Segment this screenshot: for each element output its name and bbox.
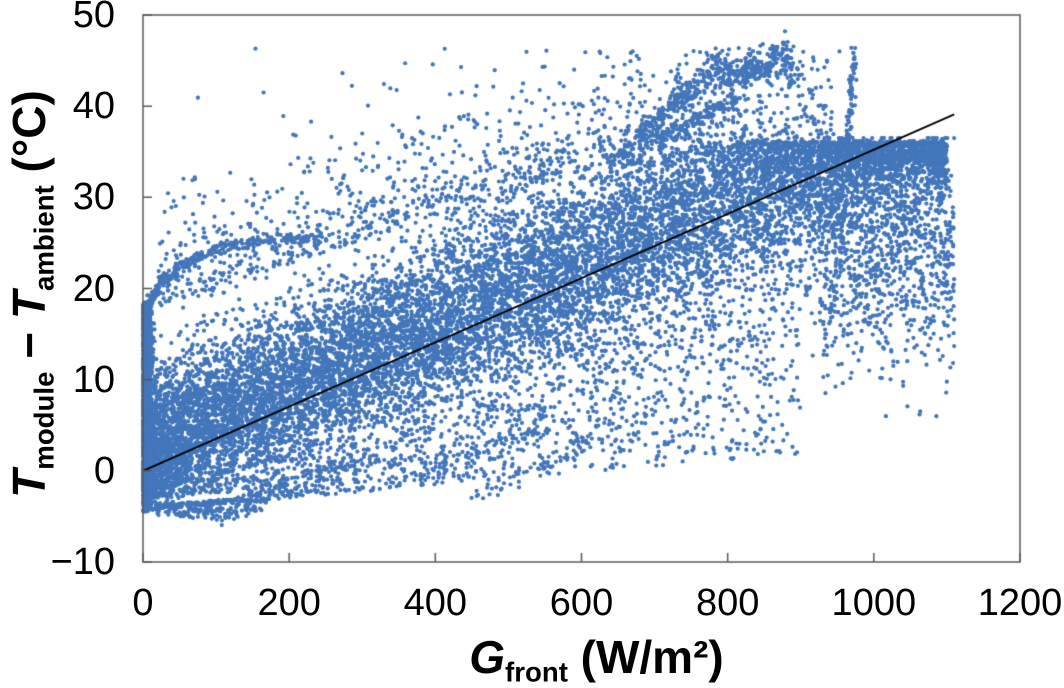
- y-axis-unit: (°C): [3, 89, 56, 185]
- x-axis-subscript: front: [505, 656, 568, 688]
- y-axis-symbol-ambient: T: [3, 290, 56, 319]
- x-tick-label: 1200: [977, 582, 1063, 624]
- x-tick-label: 600: [549, 582, 614, 624]
- y-axis-minus-operator: −: [3, 318, 56, 372]
- y-axis-subscript-ambient: ambient: [28, 184, 60, 291]
- y-tick-label: 30: [72, 176, 115, 219]
- x-axis-title: Gfront (W/m²): [469, 634, 723, 686]
- x-tick-label: 400: [403, 582, 468, 624]
- x-tick-label: 1000: [831, 582, 917, 624]
- y-tick-label: −10: [50, 541, 115, 583]
- y-tick-label: 20: [72, 267, 115, 310]
- y-tick-label: 40: [72, 85, 115, 128]
- y-tick-label: 0: [93, 449, 115, 492]
- x-tick-label: 800: [695, 582, 760, 624]
- x-tick-label: 200: [257, 582, 321, 624]
- y-tick-label: 10: [72, 358, 115, 401]
- y-axis-subscript-module: module: [28, 371, 60, 470]
- y-tick-label: 50: [72, 0, 115, 36]
- x-axis-symbol: G: [469, 631, 506, 683]
- y-axis-symbol-module: T: [3, 469, 56, 498]
- x-tick-label: 0: [132, 582, 154, 624]
- y-axis-title: Tmodule − Tambient (°C): [3, 89, 60, 498]
- x-axis-unit: (W/m²): [567, 631, 724, 683]
